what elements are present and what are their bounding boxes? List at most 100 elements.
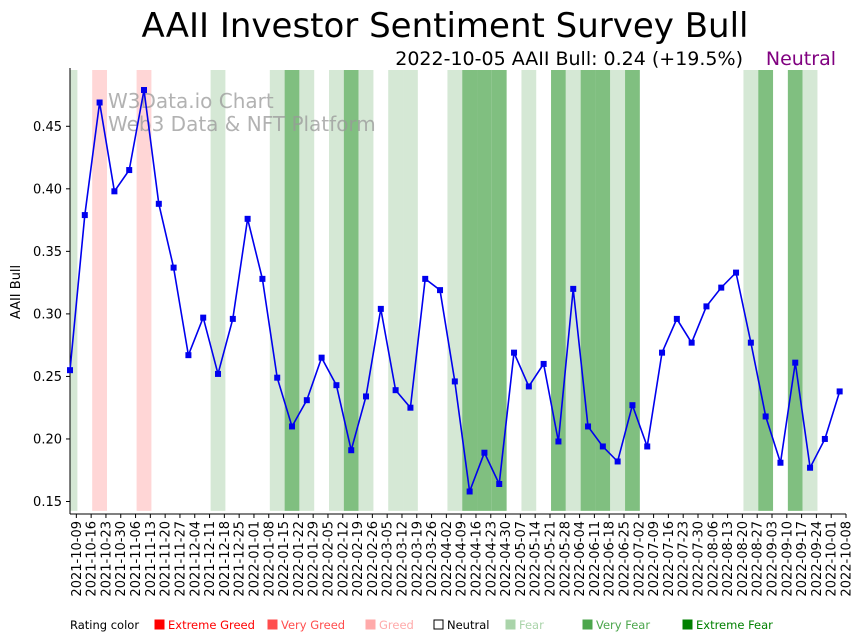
data-point [111, 188, 118, 195]
rating-band [595, 70, 611, 511]
x-tick-label: 2022-06-18 [603, 521, 618, 597]
data-point [659, 349, 666, 356]
data-point [525, 383, 532, 390]
chart-title: AAII Investor Sentiment Survey Bull [142, 6, 749, 46]
data-point [289, 423, 296, 430]
rating-band [610, 70, 626, 511]
data-point [821, 435, 828, 442]
y-tick-label: 0.30 [33, 307, 62, 322]
rating-bands [70, 70, 818, 511]
x-tick-label: 2022-06-11 [588, 521, 603, 597]
x-tick-label: 2022-01-15 [277, 521, 292, 597]
rating-band [329, 70, 344, 511]
rating-band [580, 70, 596, 511]
x-tick-label: 2021-12-25 [233, 521, 248, 597]
data-point [451, 378, 458, 385]
data-point [259, 275, 266, 282]
x-tick-label: 2022-04-30 [499, 521, 514, 597]
x-tick-label: 2022-07-30 [691, 521, 706, 597]
legend-swatch [433, 619, 444, 630]
rating-legend: Rating color Extreme Greed Very Greed Greed… [70, 618, 773, 632]
rating-band [447, 70, 463, 511]
x-tick-label: 2022-02-19 [351, 521, 366, 597]
rating-band [299, 70, 315, 511]
data-point [747, 339, 754, 346]
x-tick-label: 2021-12-11 [203, 521, 218, 597]
x-tick-label: 2022-04-23 [484, 521, 499, 597]
x-tick-label: 2022-08-06 [706, 521, 721, 597]
y-tick-label: 0.20 [33, 432, 62, 447]
x-tick-label: 2022-07-02 [632, 521, 647, 597]
x-tick-label: 2022-04-16 [469, 521, 484, 597]
data-point [644, 443, 651, 450]
legend-swatch [505, 619, 516, 630]
legend-swatch [267, 619, 278, 630]
watermark-line-2: Web3 Data & NFT Platform [108, 112, 376, 136]
data-point [629, 402, 636, 409]
rating-band [491, 70, 507, 511]
legend-item: Extreme Greed [168, 618, 255, 632]
data-point [792, 359, 799, 366]
data-point [585, 423, 592, 430]
rating-band [210, 70, 226, 511]
x-tick-label: 2021-11-06 [129, 521, 144, 597]
y-axis-label: AAII Bull [9, 265, 24, 319]
x-tick-label: 2022-09-10 [780, 521, 795, 597]
data-point [718, 284, 725, 291]
rating-band [269, 70, 285, 511]
legend-item: Very Fear [596, 618, 650, 632]
x-tick-label: 2022-04-02 [440, 521, 455, 597]
x-tick-label: 2021-10-16 [85, 521, 100, 597]
watermark-line-1: W3Data.io Chart [108, 89, 274, 113]
data-point [126, 167, 133, 174]
x-tick-label: 2021-10-09 [70, 521, 85, 597]
legend-item: Extreme Fear [696, 618, 773, 632]
data-point [244, 215, 251, 222]
rating-band [70, 70, 78, 511]
x-tick-label: 2022-03-05 [381, 521, 396, 597]
data-point [67, 367, 73, 374]
data-point [570, 285, 577, 292]
data-point [688, 339, 695, 346]
data-point [200, 314, 207, 321]
data-point [333, 382, 340, 389]
legend-item: Neutral [447, 618, 489, 632]
data-point [733, 269, 740, 276]
x-tick-label: 2022-01-29 [307, 521, 322, 597]
legend-swatch [582, 619, 593, 630]
x-tick-label: 2022-07-16 [662, 521, 677, 597]
data-point [673, 315, 680, 322]
legend-item: Fear [519, 618, 544, 632]
x-tick-label: 2022-09-03 [765, 521, 780, 597]
data-point [407, 404, 414, 411]
x-tick-label: 2022-02-05 [321, 521, 336, 597]
y-tick-label: 0.15 [33, 495, 62, 510]
rating-band [758, 70, 774, 511]
data-point [614, 458, 621, 465]
x-tick-label: 2022-09-17 [795, 521, 810, 597]
x-tick-label: 2022-04-09 [455, 521, 470, 597]
data-point [141, 87, 148, 94]
data-point [185, 352, 192, 359]
current-rating: Neutral [766, 48, 836, 70]
legend-item: Very Greed [281, 618, 345, 632]
x-tick-label: 2021-11-27 [173, 521, 188, 597]
rating-band [802, 70, 818, 511]
chart-subtitle: 2022-10-05 AAII Bull: 0.24 (+19.5%) [395, 48, 743, 70]
x-tick-label: 2022-06-25 [617, 521, 632, 597]
data-point [807, 464, 814, 471]
rating-band [284, 70, 300, 511]
data-point [215, 370, 222, 377]
data-point [274, 374, 281, 381]
x-tick-label: 2021-10-30 [114, 521, 129, 597]
y-tick-label: 0.45 [33, 120, 62, 135]
data-point [599, 443, 606, 450]
data-point [703, 303, 710, 310]
x-tick-label: 2022-08-20 [736, 521, 751, 597]
data-point [481, 449, 488, 456]
data-point [170, 264, 177, 271]
x-tick-label: 2022-05-28 [558, 521, 573, 597]
legend-label: Rating color [70, 618, 139, 632]
data-point [422, 275, 429, 282]
